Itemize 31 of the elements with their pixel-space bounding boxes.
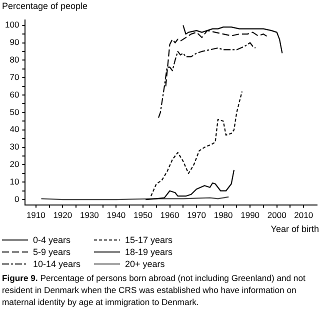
legend-label: 0-4 years <box>33 235 71 245</box>
y-tick-label: 40 <box>10 124 20 134</box>
x-tick-label: 1960 <box>160 210 180 220</box>
y-tick-label: 50 <box>10 106 20 117</box>
x-tick-label: 1970 <box>187 210 206 220</box>
y-tick-label: 10 <box>10 176 20 186</box>
y-tick-label: 80 <box>10 54 20 65</box>
y-tick-label: 90 <box>10 37 20 48</box>
y-tick-label: 0 <box>14 194 20 204</box>
x-tick-label: 2000 <box>267 210 287 220</box>
y-tick-label: 20 <box>10 159 20 170</box>
x-tick-label: 1950 <box>134 210 153 220</box>
y-axis-title: Percentage of people <box>2 1 88 11</box>
x-tick-label: 1930 <box>80 210 100 220</box>
x-tick-label: 1980 <box>214 210 234 220</box>
legend-label: 20+ years <box>125 259 165 269</box>
legend-label: 15-17 years <box>125 235 173 245</box>
legend-label: 10-14 years <box>33 259 81 269</box>
y-tick-label: 70 <box>10 72 20 82</box>
y-tick-label: 100 <box>4 20 20 30</box>
x-tick-label: 1990 <box>240 210 260 220</box>
y-tick-label: 60 <box>10 89 20 100</box>
y-tick-label: 30 <box>10 142 20 152</box>
caption: Figure 9. Percentage of persons born abroad (not including Greenland) and not resident in Denmark when the CRS was established who have information on maternal identity by age at immigration to Denmark. <box>2 273 306 307</box>
x-tick-label: 1910 <box>26 210 46 220</box>
legend-label: 5-9 years <box>33 247 71 257</box>
x-tick-label: 1920 <box>53 210 72 220</box>
x-tick-label: 2010 <box>294 210 314 220</box>
x-axis-title: Year of birth <box>270 224 319 234</box>
legend-label: 18-19 years <box>125 247 173 257</box>
x-tick-label: 1940 <box>106 210 126 220</box>
